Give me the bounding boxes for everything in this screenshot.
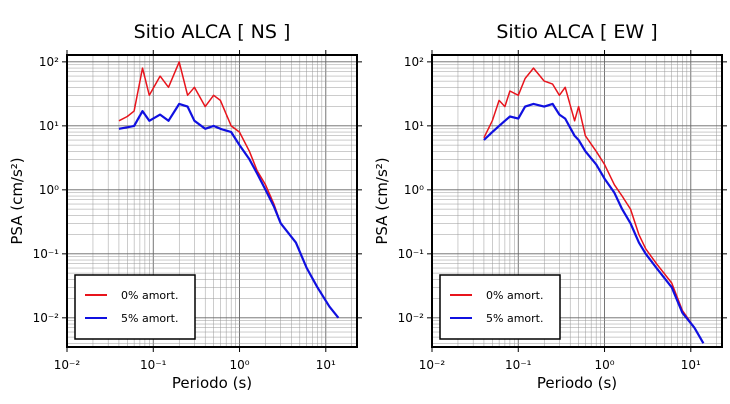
legend-label: 0% amort. — [121, 289, 178, 302]
x-tick-label: 10⁻¹ — [505, 358, 532, 372]
legend-box — [74, 274, 196, 340]
x-tick-label: 10¹ — [681, 358, 701, 372]
legend: 0% amort. 5% amort. — [439, 274, 561, 340]
y-axis-label: PSA (cm/s²) — [373, 157, 391, 244]
plot-area — [118, 61, 340, 319]
y-axis-label: PSA (cm/s²) — [8, 157, 26, 244]
x-tick-label: 10⁰ — [594, 358, 614, 372]
y-tick-label: 10² — [404, 55, 424, 69]
frame — [431, 54, 723, 348]
x-tick-label: 10⁰ — [229, 358, 249, 372]
grid — [67, 55, 357, 347]
x-tick-label: 10⁻² — [419, 358, 446, 372]
y-tick-label: 10⁰ — [404, 183, 424, 197]
y-tick-label: 10⁰ — [39, 183, 59, 197]
y-tick-label: 10² — [39, 55, 59, 69]
plot-area — [483, 67, 705, 344]
y-tick-label: 10⁻¹ — [398, 247, 425, 261]
legend-label: 0% amort. — [486, 289, 543, 302]
x-axis-label: Periodo (s) — [172, 374, 252, 392]
legend-label: 5% amort. — [121, 312, 178, 325]
x-tick-label: 10⁻² — [54, 358, 81, 372]
legend-label: 5% amort. — [486, 312, 543, 325]
chart-panel: 10⁻² 10⁻¹ 10⁰ 10¹ 10⁻² 10⁻¹ 10⁰ 10¹ 10² Sitio ALC… — [373, 21, 727, 392]
data-line — [483, 102, 705, 344]
chart-title: Sitio ALCA [ EW ] — [496, 21, 657, 43]
chart-panel: 10⁻² 10⁻¹ 10⁰ 10¹ 10⁻² 10⁻¹ 10⁰ 10¹ 10² Sitio ALC… — [8, 21, 362, 392]
chart-title: Sitio ALCA [ NS ] — [134, 21, 291, 43]
data-line — [118, 102, 340, 319]
data-line — [483, 67, 705, 344]
legend: 0% amort. 5% amort. — [74, 274, 196, 340]
y-tick-label: 10⁻² — [33, 311, 60, 325]
x-tick-label: 10⁻¹ — [140, 358, 167, 372]
y-tick-label: 10⁻² — [398, 311, 425, 325]
legend-box — [439, 274, 561, 340]
y-tick-label: 10¹ — [404, 119, 424, 133]
frame — [66, 54, 358, 348]
y-tick-label: 10⁻¹ — [33, 247, 60, 261]
y-tick-label: 10¹ — [39, 119, 59, 133]
x-tick-label: 10¹ — [316, 358, 336, 372]
x-axis-label: Periodo (s) — [537, 374, 617, 392]
